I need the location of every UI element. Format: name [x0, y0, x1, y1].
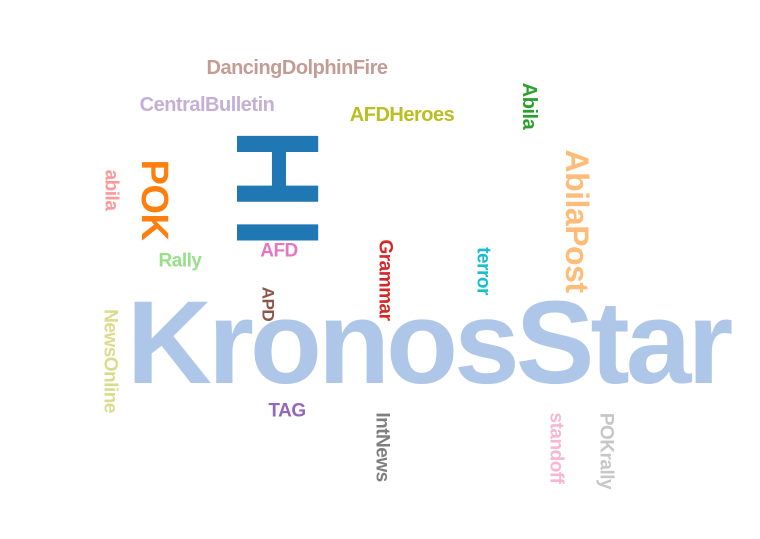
word-abila: Abila: [518, 82, 540, 130]
word-grammar: Grammar: [374, 239, 396, 321]
word-abilapost: AbilaPost: [559, 149, 595, 293]
word-kronosstar: KronosStar: [126, 277, 734, 409]
word-hi: HI: [211, 128, 343, 256]
word-pok: POK: [133, 159, 175, 241]
word-tag: TAG: [268, 400, 306, 422]
word-apd: APD: [258, 286, 278, 322]
word-abila-lower: abila: [100, 169, 122, 211]
word-intnews: IntNews: [371, 412, 393, 482]
word-rally: Rally: [158, 250, 202, 272]
word-centralbulletin: CentralBulletin: [139, 94, 275, 116]
word-afdheroes: AFDHeroes: [349, 104, 455, 126]
word-pokrally: POKrally: [595, 412, 617, 490]
word-terror: terror: [472, 247, 494, 295]
word-afd: AFD: [260, 240, 298, 262]
word-standoff: standoff: [545, 412, 567, 484]
word-dancingdolphinfire: DancingDolphinFire: [206, 57, 389, 79]
word-newsonline: NewsOnline: [99, 309, 121, 413]
